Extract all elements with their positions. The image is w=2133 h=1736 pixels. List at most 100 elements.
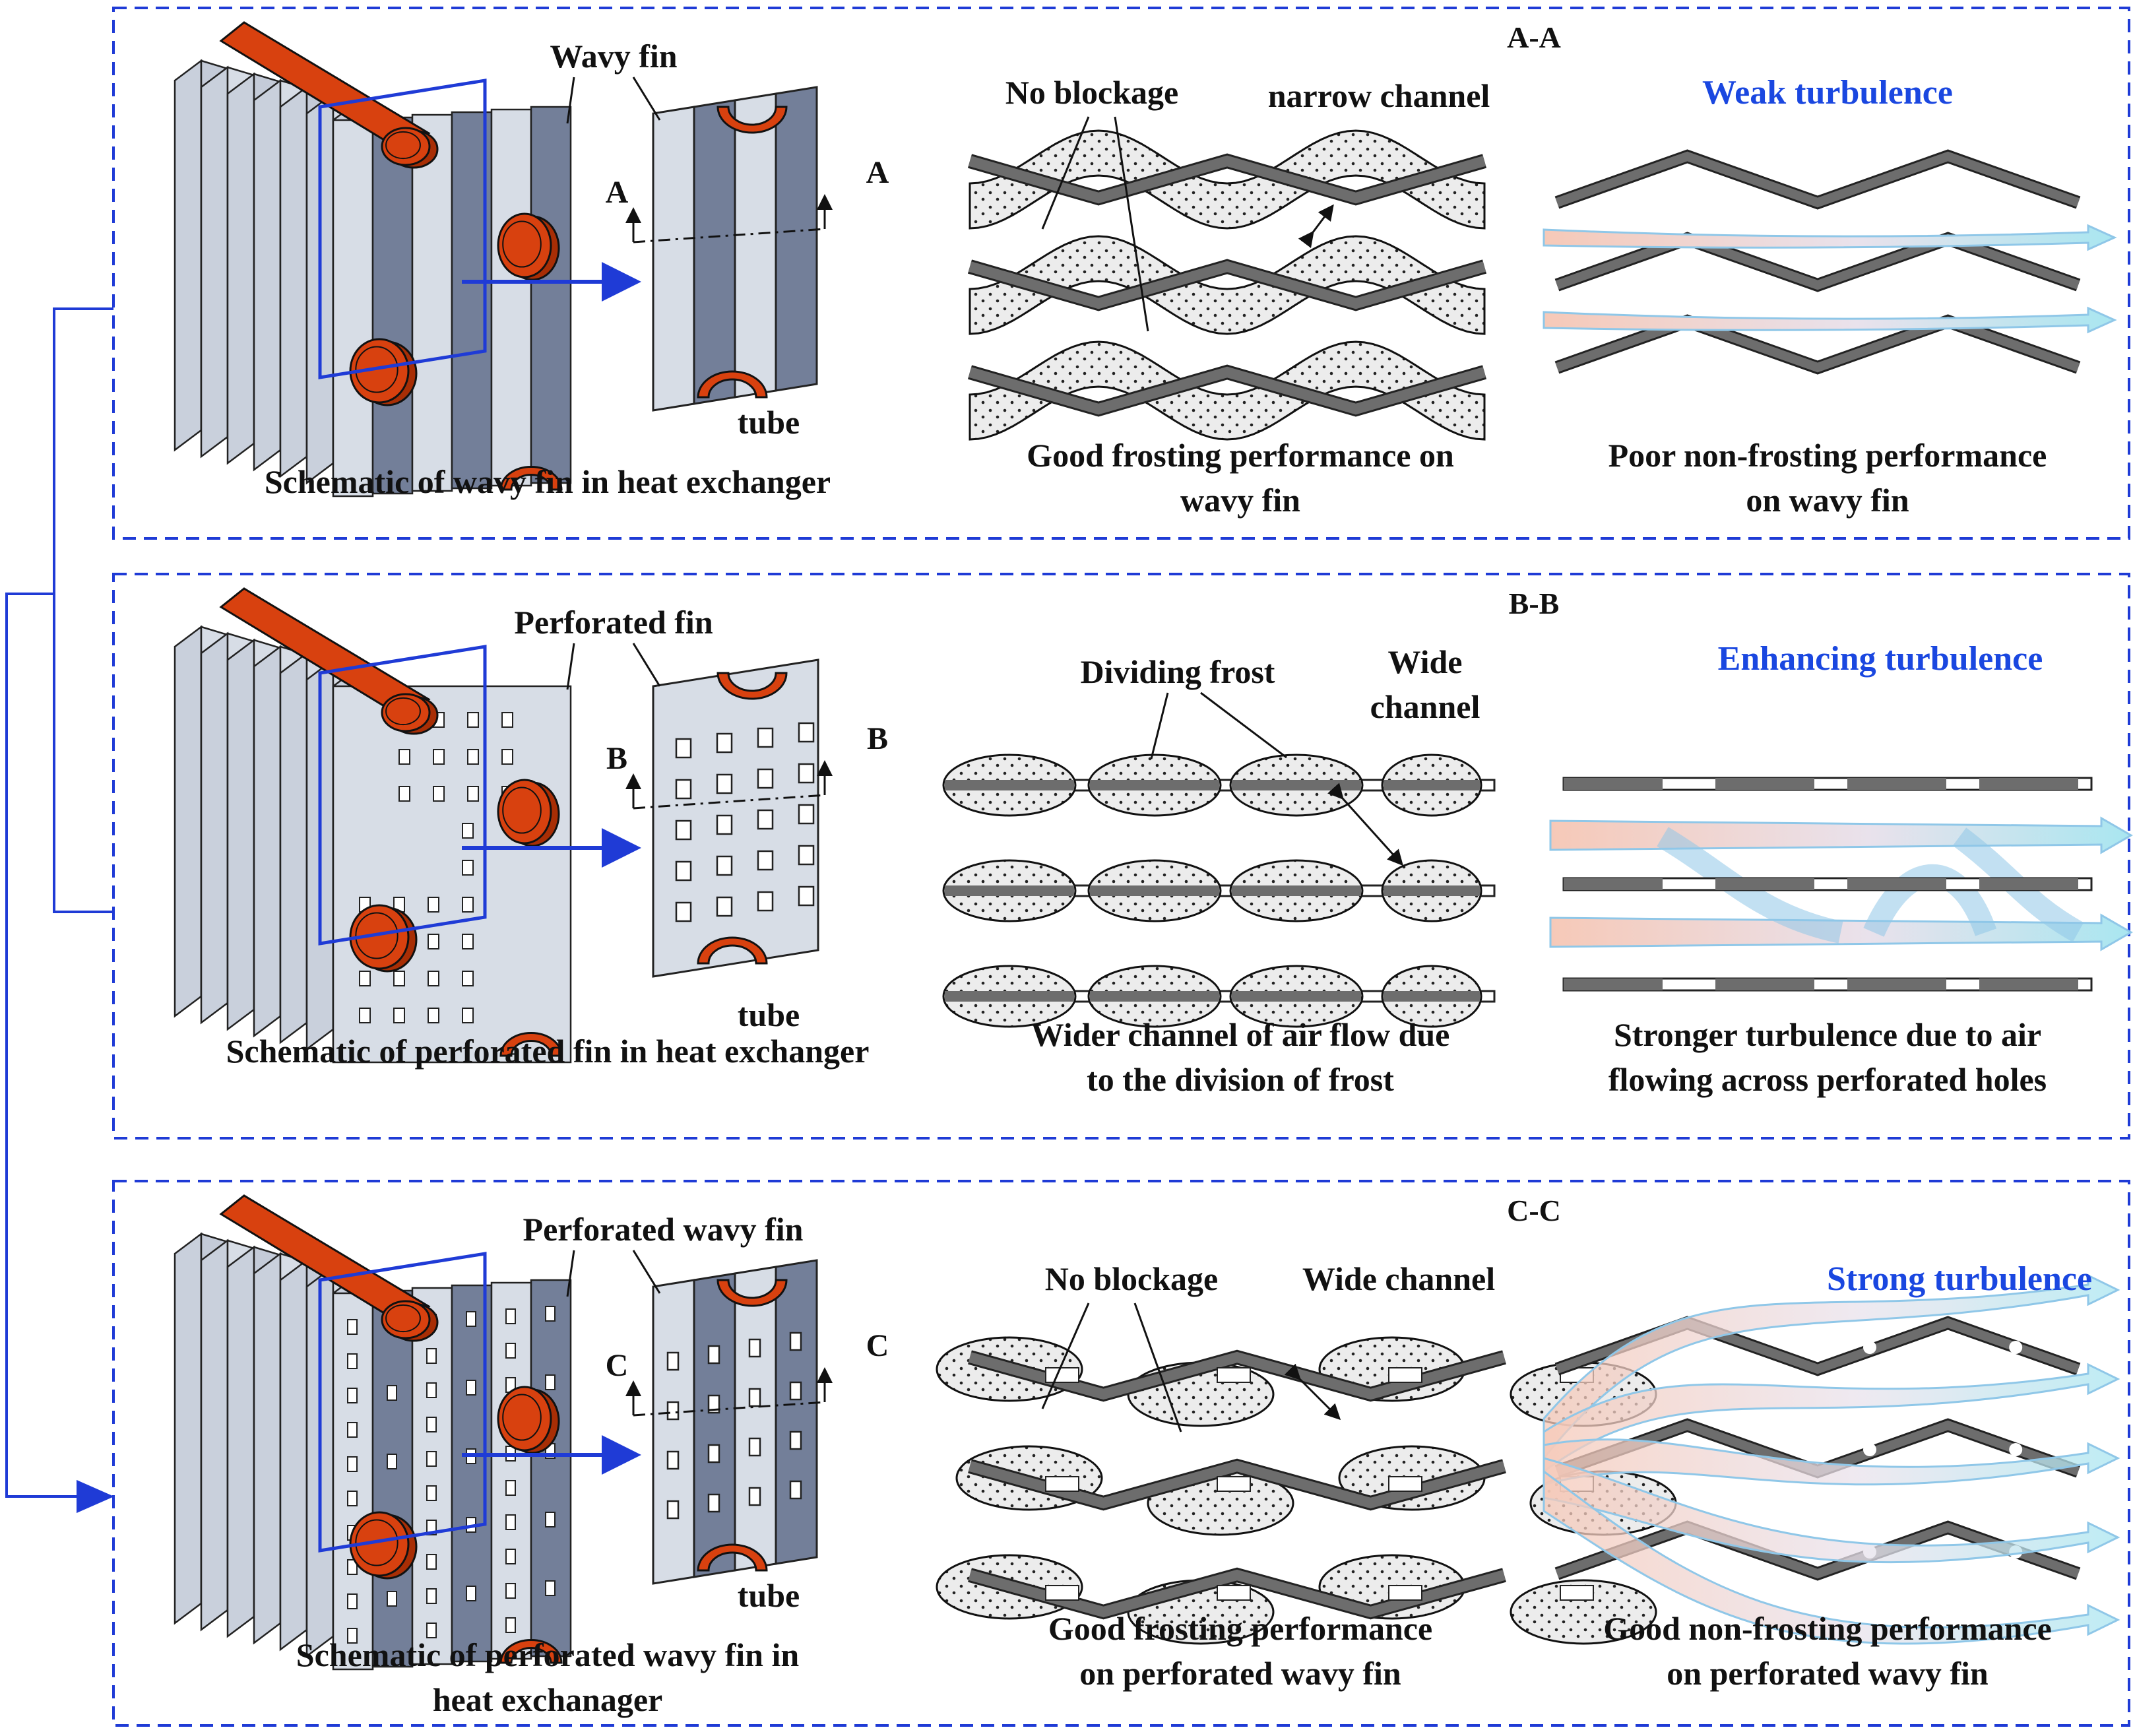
perforation-hole	[347, 1491, 358, 1506]
fin-strip	[693, 99, 736, 405]
fin-section	[968, 155, 1486, 204]
flow-caption: Poor non-frosting performance	[1608, 437, 2047, 474]
heat-exchanger-schematic	[174, 21, 572, 498]
fin-plate	[253, 645, 282, 1038]
airflow-arrow	[1543, 1438, 2120, 1486]
tube-icon	[497, 779, 560, 847]
fin-plate	[279, 1258, 308, 1652]
perforation-hole	[347, 1353, 358, 1369]
perforation-gap	[1217, 1476, 1251, 1492]
fin-segment	[1715, 778, 1814, 790]
frost-caption: Good frosting performance on	[1027, 437, 1454, 474]
perforation-gap	[1045, 1585, 1079, 1601]
zoomed-fin-detail	[625, 1259, 833, 1585]
perforation-hole	[666, 1401, 680, 1421]
frost-cross-section	[942, 754, 1496, 1028]
perforation-hole	[505, 1343, 516, 1359]
fin-label-leader	[566, 77, 575, 124]
section-cut-letter: A	[866, 155, 889, 190]
flow-caption: on perforated wavy fin	[1667, 1655, 1989, 1692]
tube-label: tube	[738, 996, 800, 1033]
front-fin-strip	[332, 119, 374, 498]
section-label: B-B	[1509, 587, 1560, 620]
channel-arrow	[1327, 783, 1404, 866]
frost-label: Wide channel	[1302, 1260, 1495, 1297]
fin-plate	[200, 65, 229, 459]
fin-section	[1555, 234, 2080, 290]
channel-arrow	[1298, 204, 1334, 248]
front-fin-strip	[371, 1289, 414, 1668]
perforation-hole	[426, 1382, 437, 1398]
frost-caption: on perforated wavy fin	[1079, 1655, 1401, 1692]
zoomed-fin-detail	[625, 659, 833, 978]
perforation-gap	[1863, 1341, 1876, 1354]
perforation-hole	[462, 823, 474, 839]
half-tube-icon	[697, 1543, 768, 1572]
perforation-gap	[1217, 1585, 1251, 1601]
fin-segment	[945, 780, 1074, 790]
flow-caption: on wavy fin	[1746, 482, 1909, 519]
perforation-hole	[393, 1008, 405, 1023]
section-cut-letter: C	[866, 1328, 889, 1363]
frost-caption: to the division of frost	[1087, 1061, 1394, 1098]
section-line	[633, 228, 825, 243]
frost-lump	[1510, 1579, 1657, 1645]
fin-segment	[1232, 780, 1361, 790]
perforation-hole	[707, 1394, 720, 1414]
section-cut-letter: A	[606, 175, 629, 210]
perforation-hole	[505, 1617, 516, 1633]
airflow-cross-section	[1543, 149, 2117, 375]
half-tube-icon	[697, 370, 768, 399]
airflow-arrow	[1549, 816, 2133, 854]
fin-section	[968, 366, 1486, 415]
perforation-hole	[466, 1311, 476, 1327]
fin-label: Wavy fin	[550, 38, 677, 75]
perforation-hole	[789, 1332, 802, 1351]
section-label: C-C	[1507, 1194, 1561, 1227]
fin-section	[1555, 151, 2080, 208]
perforation-hole	[798, 845, 815, 866]
front-fin-strip	[490, 108, 532, 487]
perforation-hole	[428, 1008, 439, 1023]
tube-end-icon	[381, 127, 439, 169]
fin-segment	[1715, 878, 1814, 890]
fin-segment	[1715, 979, 1814, 990]
frost-label: No blockage	[1045, 1260, 1219, 1297]
perforation-hole	[757, 850, 774, 871]
perforation-hole	[545, 1306, 556, 1322]
fin-plate	[226, 1245, 255, 1638]
perforation-hole	[757, 809, 774, 830]
perforation-hole	[505, 1480, 516, 1496]
panel-frame	[112, 573, 2130, 1140]
fin-section	[968, 261, 1486, 309]
fin-plate	[200, 631, 229, 1025]
perforation-hole	[347, 1593, 358, 1609]
perforation-hole	[462, 934, 474, 949]
perforation-hole	[462, 1008, 474, 1023]
perforation-hole	[466, 1586, 476, 1601]
section-line	[633, 1401, 825, 1417]
perforation-hole	[426, 1554, 437, 1570]
fin-plate	[279, 85, 308, 478]
airflow-arrow	[1543, 1469, 2120, 1645]
fin-label-leader	[632, 77, 661, 121]
perforation-hole	[666, 1450, 680, 1470]
fin-strip	[652, 106, 695, 412]
perforation-hole	[347, 1628, 358, 1644]
perforation-gap	[1707, 1545, 1720, 1559]
perforation-hole	[707, 1345, 720, 1365]
fin-strip	[775, 86, 818, 392]
frost-label: Wide	[1388, 643, 1463, 680]
airflow-cross-section	[1549, 777, 2133, 992]
perforation-gap	[1560, 1585, 1594, 1601]
perforation-hole	[387, 1591, 397, 1607]
perforation-gap	[1217, 1367, 1251, 1383]
channel-arrow	[1284, 1363, 1341, 1421]
frost-caption: Wider channel of air flow due	[1031, 1016, 1450, 1053]
fin-strip	[734, 1266, 777, 1572]
flow-label: Enhancing turbulence	[1718, 640, 2043, 678]
perforation-hole	[789, 1480, 802, 1500]
label-leader	[1041, 116, 1149, 332]
